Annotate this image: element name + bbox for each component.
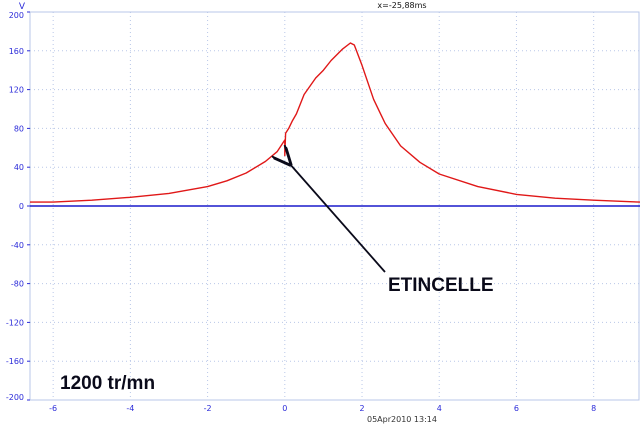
x-tick-label: 0 [282, 404, 287, 413]
y-tick-label: -80 [11, 280, 24, 289]
x-tick-label: -4 [126, 404, 134, 413]
x-tick-label: 6 [514, 404, 519, 413]
signal-trace [30, 42, 640, 203]
x-tick-label: -2 [204, 404, 212, 413]
y-tick-label: 80 [14, 124, 24, 133]
series-layer [30, 42, 640, 207]
y-tick-label: 120 [9, 86, 24, 95]
y-tick-label: -200 [6, 393, 24, 402]
x-tick-label: -6 [49, 404, 57, 413]
x-tick-label: 2 [359, 404, 364, 413]
y-tick-label: -120 [6, 318, 24, 327]
grid [27, 11, 640, 401]
annotation-arrow-icon [289, 163, 386, 273]
y-tick-label: 200 [9, 11, 24, 20]
engine-speed-label: 1200 tr/mn [60, 373, 155, 394]
spark-annotation: ETINCELLE [388, 275, 494, 296]
y-tick-labels: 200 160 120 80 40 0 -40 -80 -120 -160 -200 [6, 11, 24, 402]
y-tick-label: 160 [9, 47, 24, 56]
x-tick-label: 4 [437, 404, 442, 413]
cursor-readout: x=-25,88ms [377, 1, 426, 10]
y-tick-label: 40 [14, 163, 24, 172]
x-tick-label: 8 [591, 404, 596, 413]
y-tick-label: -40 [11, 241, 24, 250]
y-tick-label: -160 [6, 357, 24, 366]
timestamp: 05Apr2010 13:14 [367, 415, 437, 424]
y-tick-label: 0 [19, 202, 24, 211]
y-axis-unit: V [19, 2, 26, 12]
x-tick-labels: -6 -4 -2 0 2 4 6 8 [49, 404, 596, 413]
